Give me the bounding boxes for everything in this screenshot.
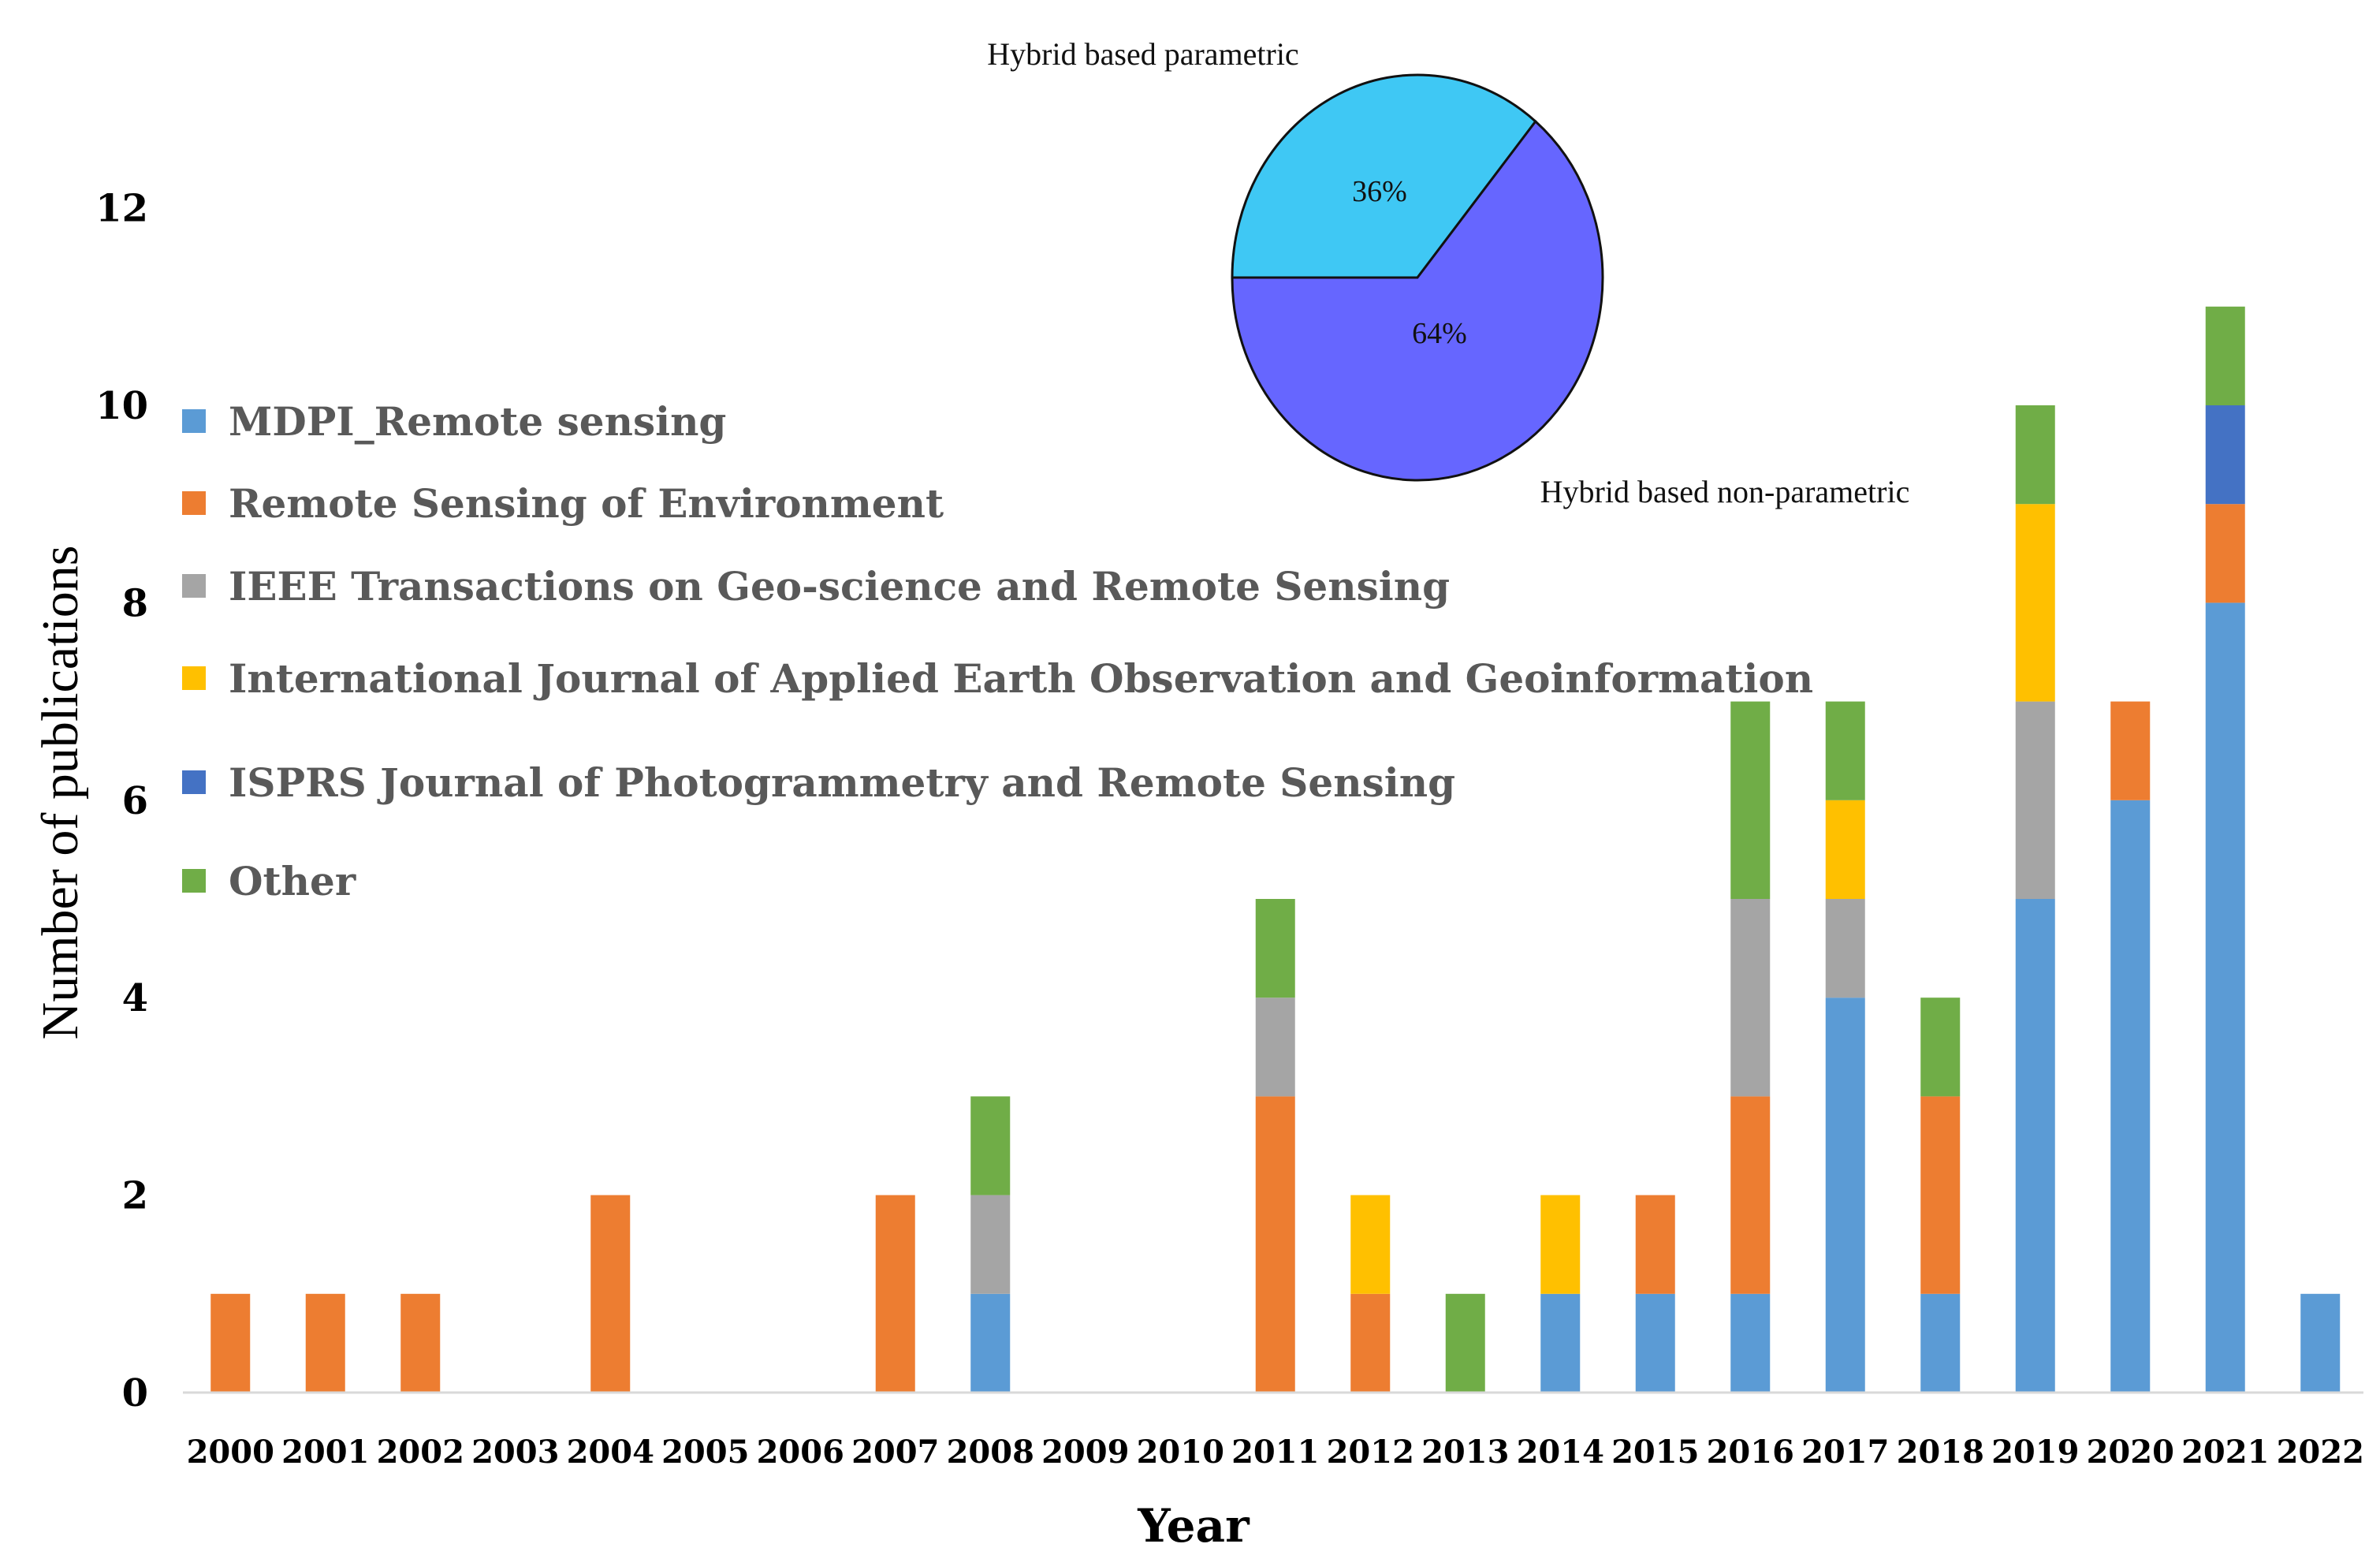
pie-slice-label: Hybrid based non-parametric xyxy=(1540,474,1910,509)
bar-segment xyxy=(1920,1293,1961,1393)
y-axis-title: Number of publications xyxy=(32,546,89,1040)
y-tick-label: 0 xyxy=(122,1371,148,1415)
bar-segment xyxy=(1730,1293,1771,1393)
bar-segment xyxy=(1255,899,1295,998)
bar-segment xyxy=(2300,1293,2341,1393)
x-tick-label: 2009 xyxy=(1041,1434,1129,1471)
x-tick-label: 2005 xyxy=(661,1434,749,1471)
legend-label: IEEE Transactions on Geo-science and Rem… xyxy=(229,563,1450,610)
x-tick-label: 2015 xyxy=(1611,1434,1699,1471)
bar-segment xyxy=(970,1293,1011,1393)
x-ticks-layer: 2000 2001 2002 2003 2004 2005 2006 2007 2008 2009… xyxy=(187,1434,2364,1471)
bar-segment xyxy=(590,1195,631,1393)
x-tick-label: 2022 xyxy=(2277,1434,2364,1471)
x-tick-label: 2013 xyxy=(1421,1434,1509,1471)
x-tick-label: 2000 xyxy=(187,1434,274,1471)
legend-label: Other xyxy=(229,858,356,904)
bar-segment xyxy=(2110,701,2151,800)
bar-segment xyxy=(1730,1096,1771,1294)
x-tick-label: 2018 xyxy=(1897,1434,1984,1471)
x-tick-label: 2010 xyxy=(1137,1434,1224,1471)
x-tick-label: 2019 xyxy=(1991,1434,2079,1471)
bar-segment xyxy=(1540,1195,1581,1294)
bar-segment xyxy=(1635,1195,1675,1294)
x-tick-label: 2012 xyxy=(1327,1434,1414,1471)
bar-segment xyxy=(1920,1096,1961,1294)
x-tick-label: 2016 xyxy=(1707,1434,1794,1471)
legend-swatch xyxy=(182,666,206,690)
x-tick-label: 2008 xyxy=(947,1434,1034,1471)
legend-swatch xyxy=(182,574,206,598)
pie-percent-label: 64% xyxy=(1412,317,1467,350)
x-tick-label: 2021 xyxy=(2181,1434,2269,1471)
bar-segment xyxy=(2015,504,2055,702)
bar-segment xyxy=(1255,1096,1295,1393)
pie-percent-label: 36% xyxy=(1352,175,1407,208)
bar-segment xyxy=(305,1293,345,1393)
bars-layer xyxy=(210,306,2341,1393)
x-tick-label: 2001 xyxy=(281,1434,369,1471)
bar-segment xyxy=(1825,998,1865,1393)
y-ticks-layer: 0 2 4 6 8 10 12 xyxy=(95,187,148,1415)
y-tick-label: 6 xyxy=(122,779,148,823)
bar-segment xyxy=(1540,1293,1581,1393)
pie-slice xyxy=(1231,119,1604,482)
bar-segment xyxy=(970,1195,1011,1294)
bar-segment xyxy=(970,1096,1011,1195)
y-tick-label: 4 xyxy=(122,976,148,1020)
bar-segment xyxy=(1445,1293,1485,1393)
pie-chart: 36% 64% Hybrid based parametric Hybrid base… xyxy=(987,36,1909,509)
y-tick-label: 10 xyxy=(95,384,148,428)
legend: MDPI_Remote sensing Remote Sensing of Env… xyxy=(182,398,1813,904)
bar-segment xyxy=(2015,405,2055,505)
x-tick-label: 2007 xyxy=(851,1434,939,1471)
x-tick-label: 2006 xyxy=(757,1434,844,1471)
legend-swatch xyxy=(182,409,206,433)
x-axis-title: Year xyxy=(1137,1499,1250,1553)
pie-slice-label: Hybrid based parametric xyxy=(987,36,1298,72)
x-tick-label: 2011 xyxy=(1231,1434,1319,1471)
y-tick-label: 8 xyxy=(122,581,148,625)
bar-segment xyxy=(1350,1293,1391,1393)
x-tick-label: 2002 xyxy=(377,1434,464,1471)
legend-swatch xyxy=(182,491,206,515)
legend-swatch xyxy=(182,770,206,794)
bar-segment xyxy=(1730,899,1771,1097)
x-tick-label: 2003 xyxy=(471,1434,559,1471)
legend-label: MDPI_Remote sensing xyxy=(229,398,726,445)
bar-segment xyxy=(400,1293,441,1393)
bar-segment xyxy=(1825,701,1865,800)
bar-segment xyxy=(2110,800,2151,1393)
bar-segment xyxy=(2015,899,2055,1393)
bar-segment xyxy=(1825,899,1865,998)
y-tick-label: 12 xyxy=(95,187,148,231)
bar-segment xyxy=(1635,1293,1675,1393)
legend-label: International Journal of Applied Earth O… xyxy=(229,655,1813,702)
x-tick-label: 2017 xyxy=(1801,1434,1889,1471)
bar-segment xyxy=(2015,701,2055,899)
y-tick-label: 2 xyxy=(122,1174,148,1218)
x-tick-label: 2014 xyxy=(1517,1434,1604,1471)
bar-segment xyxy=(1825,800,1865,899)
x-tick-label: 2004 xyxy=(567,1434,654,1471)
legend-swatch xyxy=(182,869,206,893)
bar-segment xyxy=(2205,504,2245,603)
bar-segment xyxy=(210,1293,251,1393)
legend-label: ISPRS Journal of Photogrammetry and Remo… xyxy=(229,759,1455,806)
bar-segment xyxy=(1920,998,1961,1097)
legend-label: Remote Sensing of Environment xyxy=(229,480,944,527)
bar-segment xyxy=(1255,998,1295,1097)
pie-slice xyxy=(1231,73,1537,279)
bar-segment xyxy=(2205,306,2245,405)
bar-segment xyxy=(1350,1195,1391,1294)
bar-segment xyxy=(875,1195,915,1393)
bar-segment xyxy=(2205,602,2245,1393)
bar-segment xyxy=(2205,405,2245,505)
x-tick-label: 2020 xyxy=(2087,1434,2174,1471)
bar-segment xyxy=(1730,701,1771,899)
